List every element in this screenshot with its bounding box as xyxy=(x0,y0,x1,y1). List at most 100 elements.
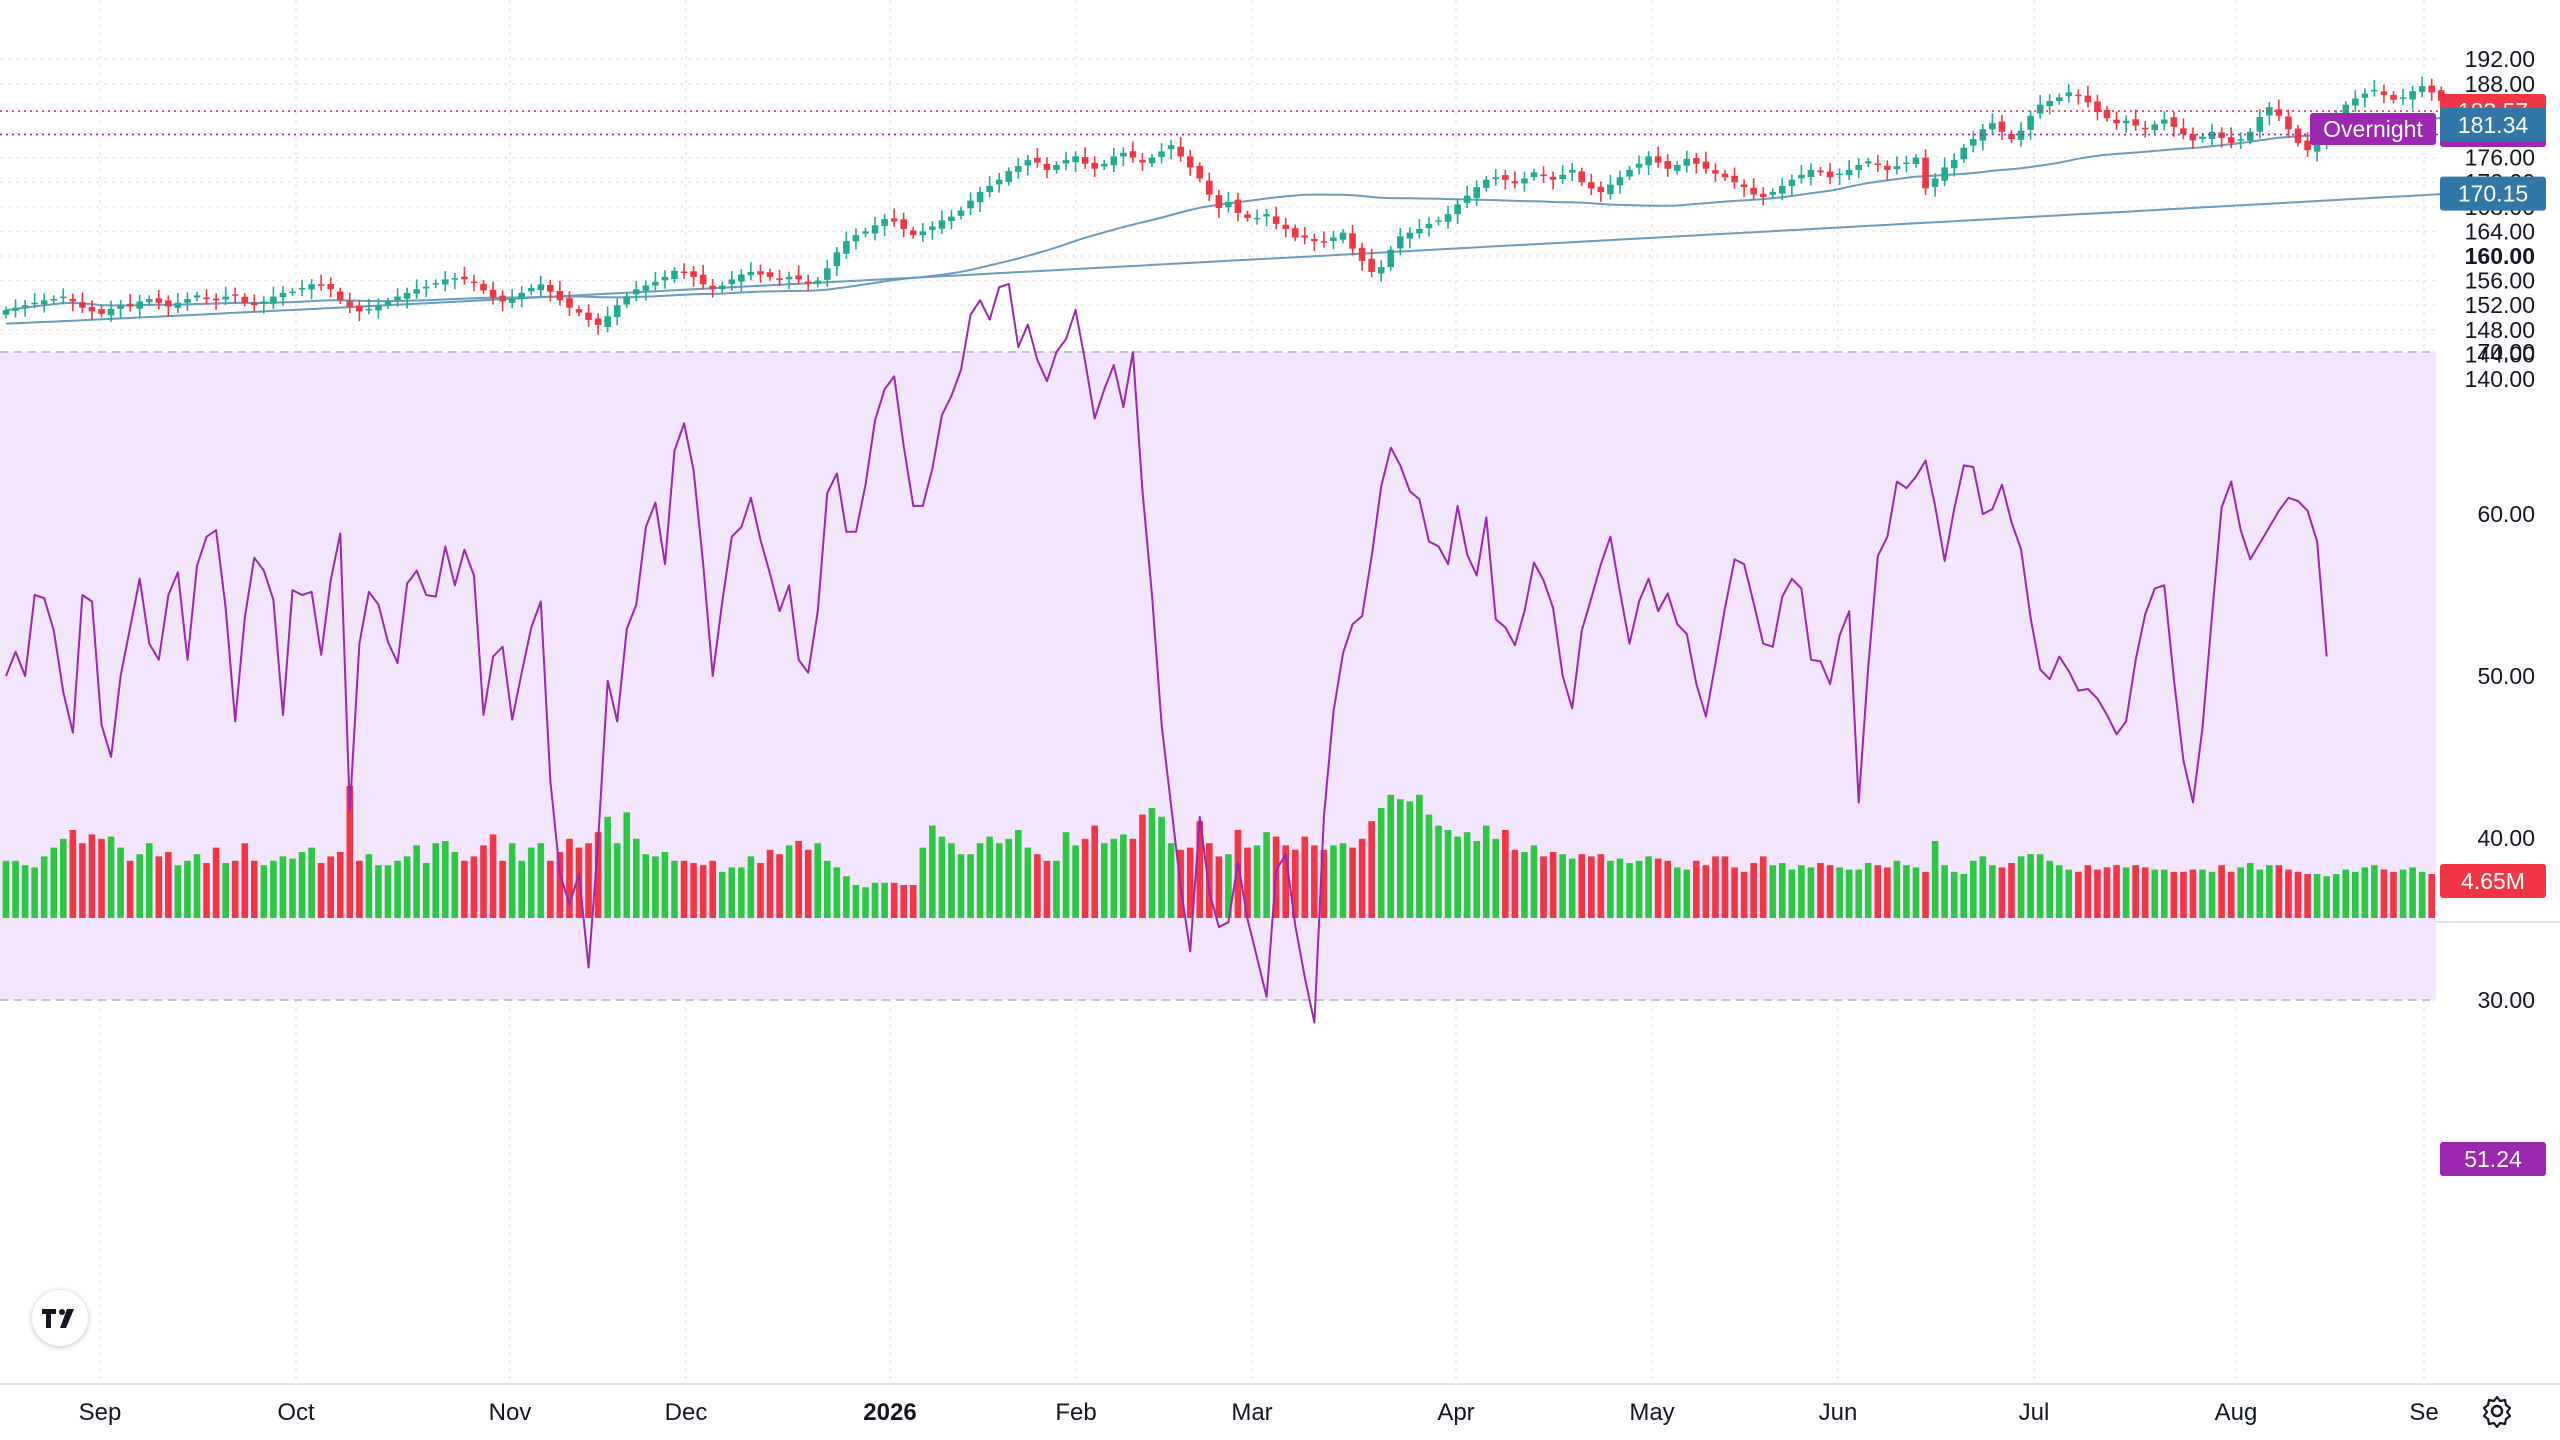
candle-body xyxy=(489,289,497,298)
volume-bar xyxy=(1731,867,1738,918)
volume-bar xyxy=(79,843,86,918)
candle-body xyxy=(432,283,440,285)
candle-body xyxy=(1521,178,1528,184)
volume-bar xyxy=(1922,871,1929,918)
candle-body xyxy=(929,226,936,230)
volume-bar xyxy=(1186,847,1194,918)
tradingview-logo[interactable] xyxy=(32,1290,88,1346)
volume-bar xyxy=(1387,794,1395,918)
volume-bar xyxy=(1740,871,1748,918)
candle-body xyxy=(1282,224,1289,229)
candle-body xyxy=(2151,124,2159,131)
volume-bar xyxy=(1425,814,1433,918)
volume-bar xyxy=(1893,860,1901,918)
volume-bar xyxy=(174,865,182,918)
candle-body xyxy=(88,306,96,312)
volume-bar xyxy=(1129,838,1137,918)
candle-body xyxy=(317,284,325,286)
candle-body xyxy=(1826,171,1834,178)
volume-bar xyxy=(2094,869,2101,918)
candle-body xyxy=(2189,134,2197,141)
candle-body xyxy=(633,289,640,295)
price-tick-label: 156.00 xyxy=(2465,268,2535,294)
candle-body xyxy=(613,305,621,318)
volume-bar xyxy=(165,852,172,918)
volume-bar xyxy=(21,865,29,918)
candle-body xyxy=(1301,235,1309,238)
candle-body xyxy=(2304,140,2311,151)
volume-bar xyxy=(2266,865,2273,918)
volume-bar xyxy=(1301,836,1309,918)
volume-bar xyxy=(556,852,564,918)
candle-body xyxy=(652,281,659,286)
volume-bar xyxy=(1607,860,1614,918)
candle-body xyxy=(1158,151,1165,157)
candle-body xyxy=(1502,175,1509,180)
volume-bar xyxy=(1349,847,1356,918)
volume-bar xyxy=(1597,854,1605,918)
volume-bar xyxy=(2390,871,2397,918)
price-tick-label: 148.00 xyxy=(2465,317,2535,343)
volume-bar xyxy=(1110,838,1118,918)
volume-bar xyxy=(1779,863,1786,918)
candle-body xyxy=(1139,159,1146,163)
volume-bar xyxy=(384,865,392,918)
rsi-axis[interactable]: 70.00 60.00 50.00 40.00 30.00 xyxy=(2477,339,2535,1013)
volume-bar xyxy=(356,860,363,918)
volume-bar xyxy=(862,887,869,918)
candle-body xyxy=(909,230,917,236)
candle-body xyxy=(2399,97,2407,99)
volume-bar xyxy=(336,852,344,918)
time-axis[interactable]: Sep Oct Nov Dec 2026 Feb Mar Apr May Jun Jul Aug Se xyxy=(79,1399,2439,1426)
volume-bar xyxy=(1979,856,1987,918)
candle-body xyxy=(136,301,143,309)
volume-bar xyxy=(346,786,354,918)
volume-bar xyxy=(2361,867,2369,918)
volume-bar xyxy=(2428,874,2435,918)
candle-body xyxy=(1721,173,1729,178)
volume-bar xyxy=(1444,830,1452,918)
candle-body xyxy=(900,219,907,229)
volume-bar xyxy=(642,854,650,918)
volume-bar xyxy=(2323,876,2330,918)
candle-body xyxy=(1673,164,1681,171)
volume-bar xyxy=(1903,865,1910,918)
volume-bar xyxy=(2161,869,2168,918)
time-tick-label: May xyxy=(1629,1399,1674,1426)
volume-bar xyxy=(1043,860,1051,918)
volume-bar xyxy=(1015,830,1022,918)
volume-bar xyxy=(1549,852,1557,918)
candle-body xyxy=(2046,101,2053,107)
candle-body xyxy=(2256,117,2264,132)
volume-bar xyxy=(2103,867,2111,918)
candle-body xyxy=(1320,241,1328,243)
candle-body xyxy=(1855,164,1862,170)
volume-bar xyxy=(251,860,258,918)
candle-body xyxy=(2008,133,2015,140)
candle-body xyxy=(728,279,736,285)
settings-gear-icon[interactable] xyxy=(2480,1394,2514,1429)
time-tick-label: 2026 xyxy=(863,1399,916,1426)
candle-body xyxy=(499,295,506,302)
candle-body xyxy=(2418,86,2426,92)
volume-bar xyxy=(1454,836,1461,918)
volume-bar xyxy=(2256,869,2264,918)
candle-body xyxy=(1053,164,1060,170)
volume-bar xyxy=(527,847,535,918)
volume-bar xyxy=(499,860,506,918)
volume-bar xyxy=(107,836,115,918)
volume-bar xyxy=(1750,863,1757,918)
volume-bar xyxy=(1196,821,1204,918)
candle-body xyxy=(890,218,898,222)
volume-bar xyxy=(508,843,516,918)
volume-bar xyxy=(1225,854,1232,918)
rsi-line xyxy=(5,283,2328,1024)
volume-bar xyxy=(1845,869,1853,918)
volume-bar xyxy=(909,885,917,918)
volume-bar xyxy=(461,860,468,918)
volume-bar xyxy=(1884,867,1891,918)
candle-body xyxy=(403,292,411,299)
candle-body xyxy=(1645,156,1652,166)
rsi-badge-bg xyxy=(2440,1142,2546,1176)
